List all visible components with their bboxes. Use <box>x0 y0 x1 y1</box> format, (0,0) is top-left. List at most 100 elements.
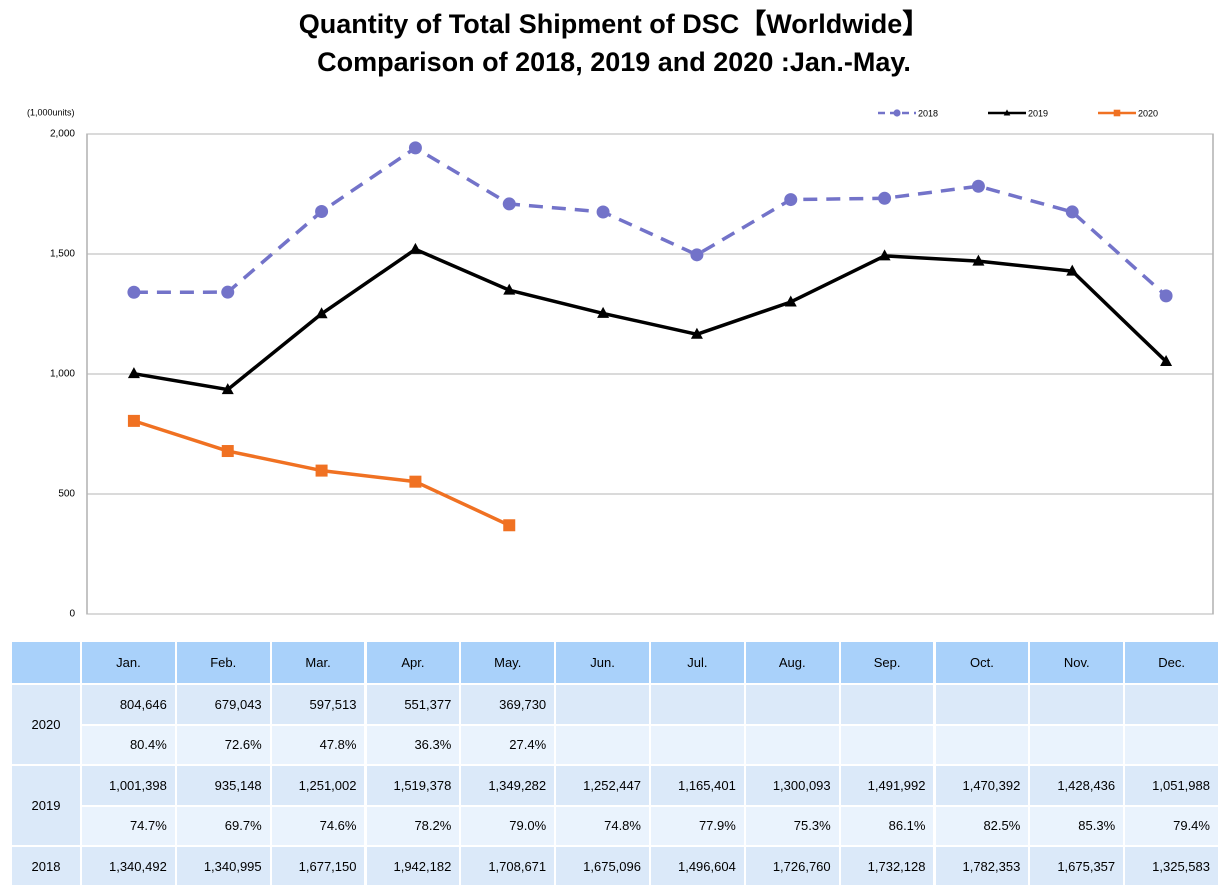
row-label: 2020 <box>12 685 80 764</box>
data-point <box>127 367 140 379</box>
data-point <box>503 283 516 295</box>
data-point <box>127 285 141 299</box>
value-cell: 1,519,378 <box>366 766 460 805</box>
value-cell: 1,496,604 <box>651 847 744 885</box>
ratio-cell <box>840 725 934 764</box>
column-header: Jan. <box>82 642 175 683</box>
ratio-cell <box>1125 725 1218 764</box>
value-cell: 1,340,995 <box>176 847 270 885</box>
chart: Quantity of Total Shipment of DSC【Worldw… <box>27 9 1214 620</box>
value-cell: 1,677,150 <box>271 847 365 885</box>
data-point <box>221 285 235 299</box>
data-point <box>408 141 422 155</box>
ratio-cell <box>935 725 1029 764</box>
data-point <box>690 327 703 339</box>
y-tick-label: 500 <box>58 489 75 500</box>
column-header: Aug. <box>745 642 839 683</box>
column-header: Jun. <box>556 642 649 683</box>
value-cell <box>651 685 744 724</box>
data-point <box>409 242 422 254</box>
column-header: Jul. <box>651 642 744 683</box>
column-header: Oct. <box>935 642 1029 683</box>
ratio-cell: 85.3% <box>1030 806 1124 845</box>
value-cell: 1,251,002 <box>271 766 365 805</box>
value-cell: 369,730 <box>461 685 555 724</box>
chart-title: Quantity of Total Shipment of DSC【Worldw… <box>299 9 929 39</box>
column-header: Dec. <box>1125 642 1218 683</box>
data-point <box>221 445 234 458</box>
value-cell: 1,470,392 <box>935 766 1029 805</box>
value-cell: 1,165,401 <box>651 766 744 805</box>
legend-label: 2020 <box>1138 108 1158 118</box>
data-point <box>971 179 985 193</box>
ratio-cell <box>651 725 744 764</box>
value-cell: 1,300,093 <box>745 766 839 805</box>
value-cell: 1,340,492 <box>82 847 175 885</box>
value-cell: 1,726,760 <box>745 847 839 885</box>
column-header: Mar. <box>271 642 365 683</box>
y-tick-label: 1,500 <box>50 249 75 260</box>
ratio-cell: 82.5% <box>935 806 1029 845</box>
y-tick-label: 0 <box>69 609 75 620</box>
value-cell: 1,252,447 <box>556 766 649 805</box>
y-axis-label: (1,000units) <box>27 107 75 117</box>
column-header: Feb. <box>176 642 270 683</box>
data-point <box>1065 205 1079 219</box>
value-cell: 1,675,357 <box>1030 847 1124 885</box>
value-cell: 1,732,128 <box>840 847 934 885</box>
data-point <box>315 464 328 477</box>
value-cell <box>935 685 1029 724</box>
ratio-cell: 74.8% <box>556 806 649 845</box>
data-point <box>1066 264 1079 276</box>
value-cell: 679,043 <box>176 685 270 724</box>
ratio-cell: 27.4% <box>461 725 555 764</box>
ratio-cell: 75.3% <box>745 806 839 845</box>
ratio-cell: 80.4% <box>82 725 175 764</box>
ratio-cell: 86.1% <box>840 806 934 845</box>
ratio-cell: 47.8% <box>271 725 365 764</box>
column-header: Nov. <box>1030 642 1124 683</box>
data-point <box>315 307 328 319</box>
legend-marker <box>1003 109 1011 116</box>
chart-subtitle: Comparison of 2018, 2019 and 2020 :Jan.-… <box>317 47 911 77</box>
value-cell <box>1125 685 1218 724</box>
legend-label: 2018 <box>918 108 938 118</box>
data-point <box>127 414 140 427</box>
data-point <box>315 204 329 218</box>
header-corner <box>12 642 80 683</box>
value-cell <box>556 685 649 724</box>
value-cell: 1,782,353 <box>935 847 1029 885</box>
data-point <box>597 306 610 318</box>
ratio-cell: 74.7% <box>82 806 175 845</box>
ratio-cell: 69.7% <box>176 806 270 845</box>
ratio-cell <box>745 725 839 764</box>
value-cell: 1,708,671 <box>461 847 555 885</box>
y-tick-label: 2,000 <box>50 129 75 140</box>
legend-marker <box>1113 109 1121 117</box>
value-cell: 1,325,583 <box>1125 847 1218 885</box>
ratio-cell: 72.6% <box>176 725 270 764</box>
column-header: May. <box>461 642 555 683</box>
data-point <box>972 254 985 266</box>
data-point <box>1159 289 1173 303</box>
legend-label: 2019 <box>1028 108 1048 118</box>
ratio-cell: 78.2% <box>366 806 460 845</box>
data-point <box>690 248 704 262</box>
data-point <box>878 191 892 205</box>
ratio-cell: 36.3% <box>366 725 460 764</box>
ratio-cell: 74.6% <box>271 806 365 845</box>
row-label: 2019 <box>12 766 80 845</box>
value-cell <box>745 685 839 724</box>
data-point <box>784 295 797 307</box>
value-cell <box>1030 685 1124 724</box>
value-cell <box>840 685 934 724</box>
ratio-cell <box>1030 725 1124 764</box>
column-header: Apr. <box>366 642 460 683</box>
value-cell: 551,377 <box>366 685 460 724</box>
value-cell: 1,491,992 <box>840 766 934 805</box>
value-cell: 1,051,988 <box>1125 766 1218 805</box>
value-cell: 1,942,182 <box>366 847 460 885</box>
value-cell: 1,001,398 <box>82 766 175 805</box>
row-label: 2018 <box>12 847 80 885</box>
